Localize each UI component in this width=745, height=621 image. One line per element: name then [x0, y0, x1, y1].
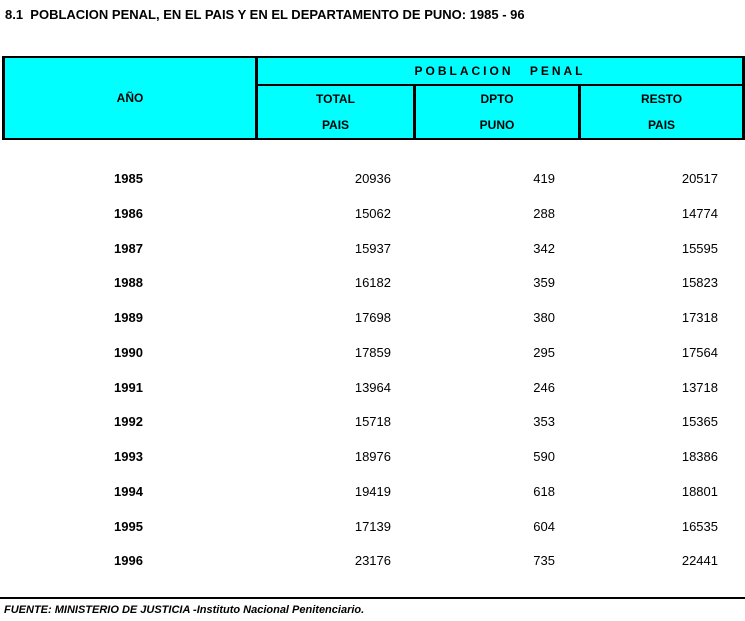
year-cell: 1985 [114, 171, 143, 186]
total-pais-cell: 17859 [354, 344, 391, 360]
dpto-puno-header-line2: PUNO [479, 118, 515, 132]
dpto-puno-cell: 246 [533, 379, 555, 395]
resto-pais-cell: 14774 [681, 205, 718, 221]
year-cell: 1986 [114, 205, 143, 221]
page-title: 8.1 POBLACION PENAL, EN EL PAIS Y EN EL … [5, 7, 525, 22]
table-row: 1987 15937 342 15595 [2, 240, 742, 277]
dpto-puno-cell: 380 [533, 310, 555, 325]
year-cell: 1987 [114, 240, 143, 256]
table-row: 1989 17698 380 17318 [2, 311, 742, 346]
header-table: AÑO POBLACION PENAL TOTAL PAIS DPTO PUNO… [2, 56, 745, 140]
total-pais-cell: 23176 [354, 553, 391, 569]
resto-pais-cell: 17318 [681, 310, 718, 325]
year-cell: 1994 [114, 483, 143, 499]
total-pais-cell: 20936 [354, 171, 391, 186]
total-pais-cell: 13964 [354, 379, 391, 395]
table-row: 1990 17859 295 17564 [2, 344, 742, 381]
dpto-puno-cell: 288 [533, 205, 555, 221]
dpto-puno-cell: 359 [533, 275, 555, 291]
total-pais-cell: 18976 [354, 449, 391, 464]
resto-pais-header-line1: RESTO [640, 92, 683, 106]
total-pais-cell: 15937 [354, 240, 391, 256]
dpto-puno-cell: 295 [533, 344, 555, 360]
total-pais-cell: 15718 [354, 414, 391, 430]
dpto-puno-header: DPTO PUNO [413, 84, 581, 140]
resto-pais-cell: 17564 [681, 344, 718, 360]
table-row: 1986 15062 288 14774 [2, 205, 742, 242]
resto-pais-cell: 22441 [681, 553, 718, 569]
table-row: 1991 13964 246 13718 [2, 379, 742, 416]
resto-pais-cell: 18386 [681, 449, 718, 464]
total-pais-cell: 16182 [354, 275, 391, 291]
table-row: 1996 23176 735 22441 [2, 554, 742, 589]
dpto-puno-cell: 342 [533, 240, 555, 256]
year-cell: 1993 [114, 449, 143, 464]
dpto-puno-header-line1: DPTO [480, 92, 514, 106]
year-cell: 1989 [114, 310, 143, 325]
year-cell: 1995 [114, 518, 143, 534]
year-cell: 1992 [114, 414, 143, 430]
year-cell: 1988 [114, 275, 143, 291]
dpto-puno-cell: 590 [533, 449, 555, 464]
table-row: 1992 15718 353 15365 [2, 415, 742, 450]
total-pais-header: TOTAL PAIS [255, 84, 416, 140]
table-row: 1985 20936 419 20517 [2, 172, 742, 207]
year-cell: 1991 [114, 379, 143, 395]
total-pais-cell: 15062 [354, 205, 391, 221]
table-body: 1985 20936 419 20517 1986 15062 288 1477… [2, 172, 742, 589]
resto-pais-cell: 16535 [681, 518, 718, 534]
dpto-puno-cell: 618 [533, 483, 555, 499]
dpto-puno-cell: 604 [533, 518, 555, 534]
resto-pais-cell: 13718 [681, 379, 718, 395]
table-row: 1993 18976 590 18386 [2, 450, 742, 485]
dpto-puno-cell: 353 [533, 414, 555, 430]
table-row: 1994 19419 618 18801 [2, 483, 742, 520]
resto-pais-cell: 18801 [681, 483, 718, 499]
resto-pais-cell: 20517 [681, 171, 718, 186]
resto-pais-header: RESTO PAIS [577, 84, 745, 140]
resto-pais-cell: 15823 [681, 275, 718, 291]
table-row: 1995 17139 604 16535 [2, 518, 742, 555]
total-pais-header-line1: TOTAL [316, 92, 355, 106]
total-pais-header-line2: PAIS [321, 118, 350, 132]
group-header: POBLACION PENAL [254, 56, 745, 86]
dpto-puno-cell: 735 [533, 553, 555, 569]
total-pais-cell: 17698 [354, 310, 391, 325]
year-cell: 1996 [114, 553, 143, 569]
resto-pais-cell: 15595 [681, 240, 718, 256]
year-cell: 1990 [114, 344, 143, 360]
footer-divider: FUENTE: MINISTERIO DE JUSTICIA -Institut… [0, 597, 745, 616]
total-pais-cell: 19419 [354, 483, 391, 499]
source-note: FUENTE: MINISTERIO DE JUSTICIA -Institut… [4, 604, 365, 616]
resto-pais-cell: 15365 [681, 414, 718, 430]
total-pais-cell: 17139 [354, 518, 391, 534]
year-column-header: AÑO [2, 56, 258, 140]
dpto-puno-cell: 419 [533, 171, 555, 186]
resto-pais-header-line2: PAIS [647, 118, 676, 132]
table-row: 1988 16182 359 15823 [2, 276, 742, 311]
